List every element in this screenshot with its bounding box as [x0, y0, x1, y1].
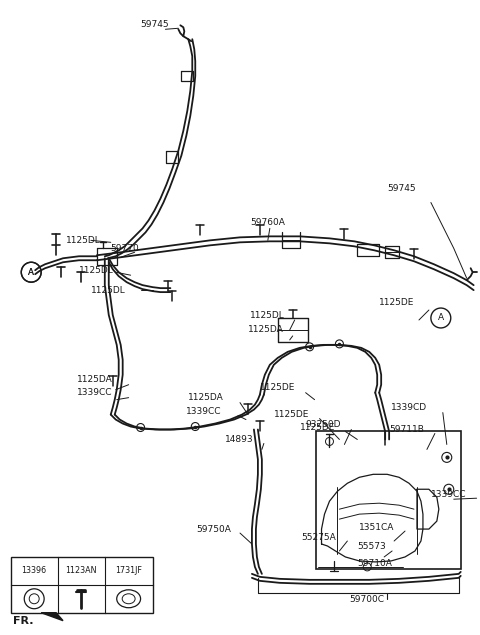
Text: 1123AN: 1123AN [65, 566, 96, 575]
Text: 55275A: 55275A [301, 533, 336, 542]
Text: 59770: 59770 [111, 244, 140, 253]
Text: 59710A: 59710A [357, 559, 392, 568]
Text: 59711B: 59711B [389, 425, 424, 434]
Text: 1125DL: 1125DL [250, 311, 285, 319]
Text: 93250D: 93250D [306, 420, 341, 429]
Text: 13396: 13396 [22, 566, 47, 575]
Text: 59750A: 59750A [196, 525, 231, 533]
Text: 59745: 59745 [141, 20, 169, 29]
Text: 14893: 14893 [225, 435, 254, 444]
Text: A: A [438, 314, 444, 323]
Text: 1125DA: 1125DA [77, 375, 113, 384]
Text: 1125DL: 1125DL [66, 236, 101, 245]
Text: FR.: FR. [13, 616, 34, 625]
Text: 1125DE: 1125DE [379, 298, 415, 307]
Text: 1125DL: 1125DL [79, 265, 114, 275]
Text: 59700C: 59700C [350, 595, 385, 605]
Text: 59760A: 59760A [250, 218, 285, 227]
Text: 1731JF: 1731JF [115, 566, 142, 575]
Text: 1125DA: 1125DA [188, 393, 224, 402]
Text: 1339CC: 1339CC [77, 388, 112, 397]
Text: 1125DE: 1125DE [260, 383, 295, 392]
Bar [12, 557, 153, 613]
Text: 1339CC: 1339CC [186, 407, 222, 416]
Text: 1125DL: 1125DL [91, 286, 126, 295]
Text: 1339CD: 1339CD [391, 403, 427, 412]
Text: 55573: 55573 [357, 542, 386, 551]
Text: 59745: 59745 [387, 184, 416, 193]
Text: 1351CA: 1351CA [360, 523, 395, 531]
Text: 1125DA: 1125DA [248, 326, 284, 335]
Text: 1125DE: 1125DE [300, 423, 335, 432]
Polygon shape [41, 613, 63, 620]
Text: A: A [28, 268, 34, 277]
Bar [315, 432, 461, 569]
Text: A: A [28, 268, 34, 277]
Text: 1125DE: 1125DE [274, 410, 309, 419]
Text: 1339CC: 1339CC [431, 490, 467, 498]
